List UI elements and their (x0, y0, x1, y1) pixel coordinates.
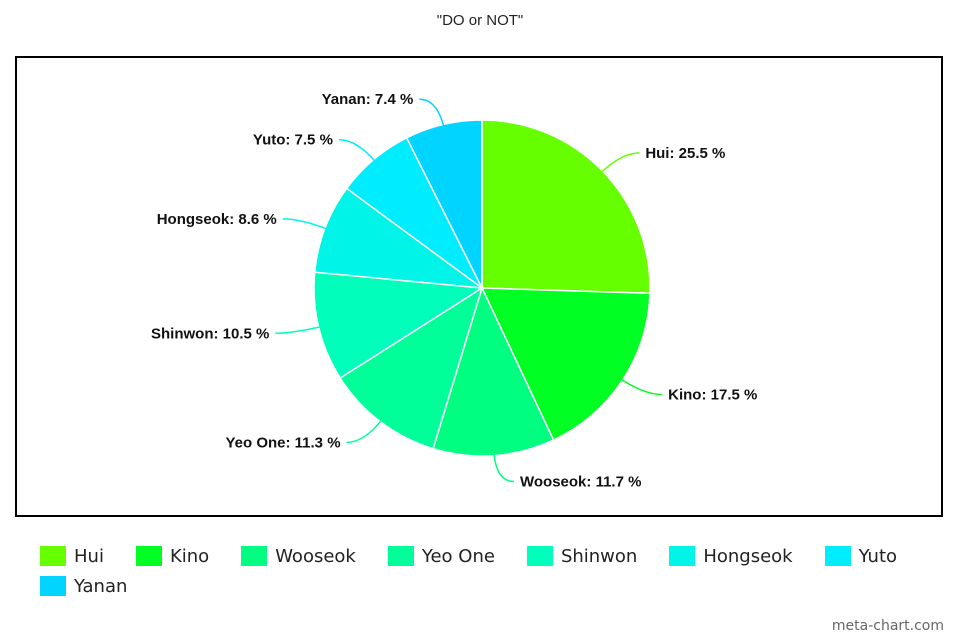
leader-line-shinwon (275, 325, 323, 335)
legend-label: Yanan (74, 575, 128, 597)
legend-label: Shinwon (560, 545, 638, 567)
leader-line-hui (599, 152, 640, 175)
slice-label-yanan: Yanan: 7.4 % (322, 91, 414, 108)
chart-frame: Hui: 25.5 % Kino: 17.5 % Wooseok: 11.7 % Ye… (15, 56, 943, 517)
legend-label: Yuto (858, 545, 898, 567)
leader-line-hongseok (282, 218, 330, 231)
legend-swatch (526, 546, 553, 566)
legend-item-shinwon: Shinwon (526, 545, 638, 567)
legend-label: Kino (169, 545, 210, 567)
leader-line-yeo-one (346, 418, 384, 444)
legend-label: Wooseok (275, 545, 356, 567)
watermark: meta-chart.com (831, 618, 944, 634)
slice-label-yuto: Yuto: 7.5 % (253, 132, 333, 149)
legend-item-kino: Kino (135, 545, 210, 567)
legend-label: Hongseok (703, 545, 793, 567)
leader-line-yuto (338, 138, 377, 164)
legend-swatch (387, 546, 414, 566)
legend-label: Yeo One (421, 545, 495, 567)
legend-item-hongseok: Hongseok (669, 545, 793, 567)
legend: Hui Kino Wooseok Yeo One Shinwon Hongseok Yuto… (40, 545, 940, 597)
slice-label-hui: Hui: 25.5 % (645, 145, 725, 162)
legend-label: Hui (74, 545, 104, 567)
slice-label-shinwon: Shinwon: 10.5 % (151, 325, 269, 342)
legend-swatch (241, 546, 268, 566)
pie-chart: Hui: 25.5 % Kino: 17.5 % Wooseok: 11.7 % Ye… (151, 91, 757, 490)
leader-line-wooseok (493, 451, 515, 483)
legend-swatch (824, 546, 851, 566)
legend-swatch (669, 546, 696, 566)
leader-line-yanan (419, 98, 445, 129)
legend-item-yanan: Yanan (40, 575, 128, 597)
legend-item-hui: Hui (40, 545, 104, 567)
pie-slice-hui (481, 119, 651, 295)
legend-item-wooseok: Wooseok (241, 545, 356, 567)
legend-item-yeo-one: Yeo One (387, 545, 495, 567)
legend-swatch (135, 546, 162, 566)
slice-label-yeo-one: Yeo One: 11.3 % (225, 434, 340, 451)
slice-label-wooseok: Wooseok: 11.7 % (520, 473, 641, 490)
chart-title: "DO or NOT" (436, 12, 524, 29)
legend-item-yuto: Yuto (824, 545, 898, 567)
leader-line-kino (618, 377, 663, 396)
slice-label-hongseok: Hongseok: 8.6 % (157, 211, 277, 228)
legend-swatch (40, 546, 66, 566)
slice-label-kino: Kino: 17.5 % (668, 387, 757, 404)
legend-swatch (40, 576, 66, 596)
